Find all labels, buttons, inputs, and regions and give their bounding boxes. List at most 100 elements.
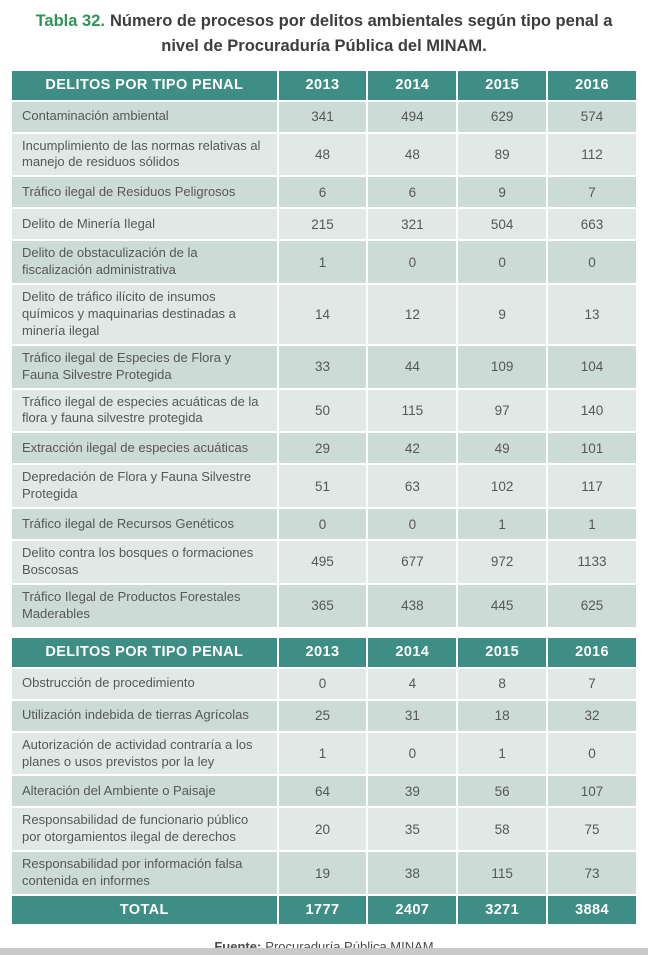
row-value-2014: 31 (368, 700, 457, 731)
row-value-2015: 1 (458, 509, 547, 540)
row-value-2014: 0 (368, 241, 457, 284)
row-value-2015: 56 (458, 776, 547, 807)
table-row: Delito contra los bosques o formaciones … (12, 541, 636, 583)
row-value-2015: 629 (458, 101, 547, 132)
row-value-2013: 14 (278, 285, 367, 344)
row-value-2015: 8 (458, 668, 547, 699)
total-value-2013: 1777 (278, 895, 367, 924)
table-row: Tráfico ilegal de Residuos Peligrosos 6 6 9… (12, 177, 636, 208)
row-value-2014: 63 (368, 465, 457, 508)
row-value-2016: 101 (548, 433, 636, 464)
row-label: Alteración del Ambiente o Paisaje (12, 776, 277, 807)
table-row: Utilización indebida de tierras Agrícola… (12, 700, 636, 731)
row-value-2014: 4 (368, 668, 457, 699)
row-value-2014: 321 (368, 209, 457, 240)
header-cell-2015: 2015 (458, 637, 547, 667)
table-row: Responsabilidad por información falsa co… (12, 852, 636, 894)
row-value-2015: 115 (458, 852, 547, 894)
table-row: Tráfico ilegal de Especies de Flora y Fa… (12, 345, 636, 388)
row-value-2013: 25 (278, 700, 367, 731)
row-value-2016: 104 (548, 345, 636, 388)
row-value-2013: 1 (278, 241, 367, 284)
row-value-2013: 19 (278, 852, 367, 894)
row-label: Delito de Minería Ilegal (12, 209, 277, 240)
row-value-2016: 1 (548, 509, 636, 540)
row-value-2014: 38 (368, 852, 457, 894)
row-label: Tráfico ilegal de Especies de Flora y Fa… (12, 345, 277, 388)
total-value-2016: 3884 (548, 895, 636, 924)
row-label: Obstrucción de procedimiento (12, 668, 277, 699)
row-value-2013: 33 (278, 345, 367, 388)
row-label: Responsabilidad por información falsa co… (12, 852, 277, 894)
row-value-2013: 6 (278, 177, 367, 208)
row-value-2013: 50 (278, 389, 367, 432)
table-row: Depredación de Flora y Fauna Silvestre P… (12, 465, 636, 508)
row-value-2016: 0 (548, 732, 636, 775)
row-value-2013: 341 (278, 101, 367, 132)
row-value-2013: 51 (278, 465, 367, 508)
section-1-header: DELITOS POR TIPO PENAL 2013 2014 2015 20… (12, 70, 636, 100)
row-label: Utilización indebida de tierras Agrícola… (12, 700, 277, 731)
row-value-2016: 1133 (548, 541, 636, 583)
table-caption: Número de procesos por delitos ambiental… (109, 12, 613, 55)
table-row: Tráfico ilegal de Recursos Genéticos 0 0 1 1 (12, 509, 636, 540)
total-value-2015: 3271 (458, 895, 547, 924)
table-row: Obstrucción de procedimiento 0 4 8 7 (12, 668, 636, 699)
total-value-2014: 2407 (368, 895, 457, 924)
total-label: TOTAL (12, 895, 277, 924)
row-value-2015: 9 (458, 177, 547, 208)
row-label: Delito de obstaculización de la fiscaliz… (12, 241, 277, 284)
row-value-2013: 29 (278, 433, 367, 464)
table-title: Tabla 32. Número de procesos por delitos … (0, 0, 648, 69)
header-row: DELITOS POR TIPO PENAL 2013 2014 2015 20… (12, 637, 636, 667)
row-value-2015: 972 (458, 541, 547, 583)
row-label: Autorización de actividad contraría a lo… (12, 732, 277, 775)
table-number: Tabla 32. (35, 12, 105, 30)
row-label: Responsabilidad de funcionario público p… (12, 808, 277, 851)
row-value-2015: 504 (458, 209, 547, 240)
table-row: Autorización de actividad contraría a lo… (12, 732, 636, 775)
table-row: Tráfico Ilegal de Productos Forestales M… (12, 584, 636, 627)
row-value-2016: 75 (548, 808, 636, 851)
row-label: Extracción ilegal de especies acuáticas (12, 433, 277, 464)
table-row: Tráfico ilegal de especies acuáticas de … (12, 389, 636, 432)
row-value-2016: 13 (548, 285, 636, 344)
row-label: Tráfico ilegal de especies acuáticas de … (12, 389, 277, 432)
header-cell-2016: 2016 (548, 637, 636, 667)
row-value-2016: 73 (548, 852, 636, 894)
header-row: DELITOS POR TIPO PENAL 2013 2014 2015 20… (12, 70, 636, 100)
row-label: Tráfico ilegal de Residuos Peligrosos (12, 177, 277, 208)
row-value-2015: 1 (458, 732, 547, 775)
section-1-body: Contaminación ambiental 341 494 629 574 Incum… (12, 101, 636, 627)
row-value-2015: 49 (458, 433, 547, 464)
row-value-2016: 107 (548, 776, 636, 807)
row-label: Contaminación ambiental (12, 101, 277, 132)
row-value-2014: 35 (368, 808, 457, 851)
row-value-2013: 48 (278, 133, 367, 176)
table-row: Delito de Minería Ilegal 215 321 504 663 (12, 209, 636, 240)
header-cell-2015: 2015 (458, 70, 547, 100)
row-value-2015: 109 (458, 345, 547, 388)
table-row: Delito de tráfico ilícito de insumos quí… (12, 285, 636, 344)
row-value-2015: 102 (458, 465, 547, 508)
row-value-2016: 112 (548, 133, 636, 176)
row-value-2015: 89 (458, 133, 547, 176)
row-label: Depredación de Flora y Fauna Silvestre P… (12, 465, 277, 508)
row-value-2014: 0 (368, 732, 457, 775)
delitos-table-section-2: DELITOS POR TIPO PENAL 2013 2014 2015 20… (10, 636, 638, 926)
row-value-2015: 0 (458, 241, 547, 284)
row-value-2016: 663 (548, 209, 636, 240)
table-row: Delito de obstaculización de la fiscaliz… (12, 241, 636, 284)
row-value-2014: 6 (368, 177, 457, 208)
page-bottom-bar (0, 948, 648, 955)
section-2-body: Obstrucción de procedimiento 0 4 8 7 Utilizac… (12, 668, 636, 894)
row-label: Tráfico Ilegal de Productos Forestales M… (12, 584, 277, 627)
row-value-2014: 677 (368, 541, 457, 583)
row-label: Incumplimiento de las normas relativas a… (12, 133, 277, 176)
row-value-2013: 495 (278, 541, 367, 583)
row-value-2014: 44 (368, 345, 457, 388)
row-value-2015: 58 (458, 808, 547, 851)
header-cell-2014: 2014 (368, 70, 457, 100)
row-value-2013: 215 (278, 209, 367, 240)
row-value-2013: 64 (278, 776, 367, 807)
